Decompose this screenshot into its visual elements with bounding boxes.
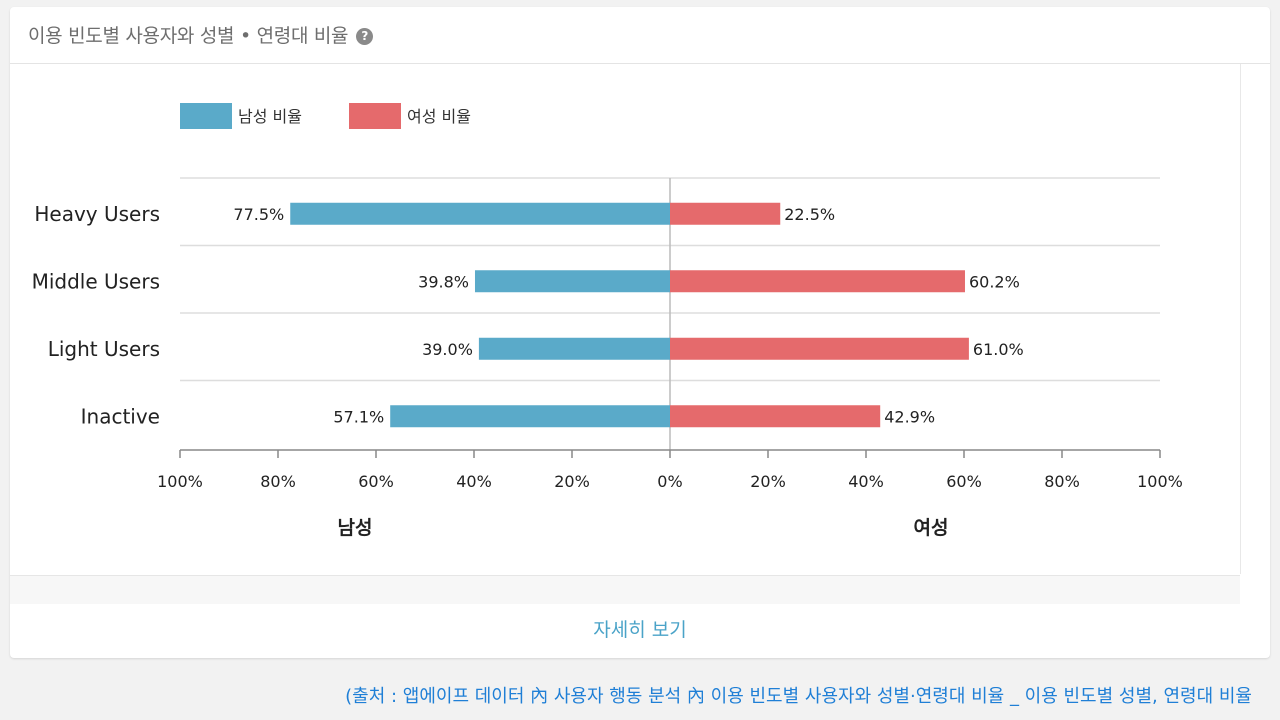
question-circle-icon[interactable]: ?: [356, 28, 374, 45]
x-tick-label: 40%: [848, 472, 884, 491]
x-tick-label: 100%: [157, 472, 203, 491]
x-tick-label: 20%: [750, 472, 786, 491]
x-tick-label: 80%: [260, 472, 296, 491]
female-bar: [670, 270, 965, 293]
x-tick-label: 0%: [657, 472, 682, 491]
gender-ratio-chart: 남성 비율 여성 비율 Heavy Users 77.5% 22.5% Middle Us…: [32, 103, 1183, 539]
card-header: 이용 빈도별 사용자와 성별 • 연령대 비율?: [10, 7, 1270, 64]
x-tick-label: 100%: [1137, 472, 1183, 491]
female-data-label: 22.5%: [784, 205, 835, 224]
x-label-male: 남성: [338, 517, 373, 539]
male-bar: [474, 270, 670, 293]
category-label: Middle Users: [32, 269, 160, 293]
male-data-label: 77.5%: [233, 205, 284, 224]
female-bar: [670, 202, 781, 225]
chart-bottom-band: [10, 575, 1240, 604]
legend-swatch-male: [180, 103, 232, 129]
male-data-label: 39.8%: [418, 272, 469, 291]
x-label-female: 여성: [914, 517, 949, 539]
legend-label-male: 남성 비율: [238, 107, 302, 126]
card-title: 이용 빈도별 사용자와 성별 • 연령대 비율?: [28, 21, 374, 48]
x-tick-label: 80%: [1044, 472, 1080, 491]
legend-swatch-female: [349, 103, 401, 129]
x-tick-label: 20%: [554, 472, 590, 491]
female-data-label: 42.9%: [884, 407, 935, 426]
chart-area: 남성 비율 여성 비율 Heavy Users 77.5% 22.5% Middle Us…: [10, 64, 1241, 574]
x-tick-label: 60%: [358, 472, 394, 491]
male-data-label: 39.0%: [422, 340, 473, 359]
female-data-label: 61.0%: [973, 340, 1024, 359]
chart-card: 이용 빈도별 사용자와 성별 • 연령대 비율? 남성 비율 여성 비율 Heavy…: [10, 7, 1270, 658]
legend-label-female: 여성 비율: [407, 107, 471, 126]
female-data-label: 60.2%: [969, 272, 1020, 291]
male-data-label: 57.1%: [333, 407, 384, 426]
category-label: Light Users: [48, 337, 160, 361]
source-caption: (출처 : 앱에이프 데이터 內 사용자 행동 분석 內 이용 빈도별 사용자와…: [345, 686, 1252, 707]
male-bar: [290, 202, 670, 225]
male-bar: [390, 405, 670, 428]
x-tick-label: 60%: [946, 472, 982, 491]
category-label: Heavy Users: [34, 202, 160, 226]
x-tick-label: 40%: [456, 472, 492, 491]
category-label: Inactive: [81, 404, 160, 428]
male-bar: [478, 337, 670, 360]
view-details-link[interactable]: 자세히 보기: [593, 619, 687, 641]
female-bar: [670, 405, 881, 428]
female-bar: [670, 337, 969, 360]
card-title-text: 이용 빈도별 사용자와 성별 • 연령대 비율: [28, 25, 349, 47]
